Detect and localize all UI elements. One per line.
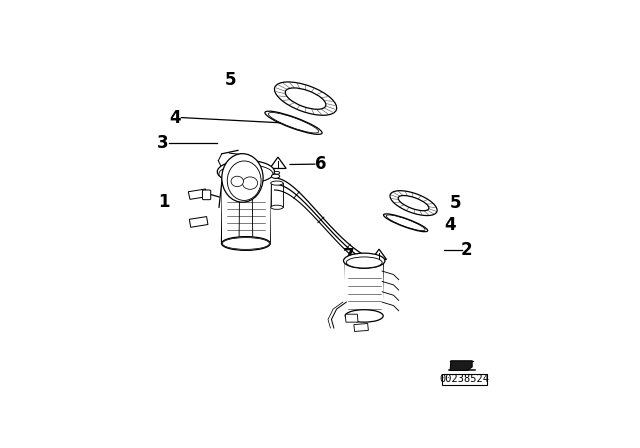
Ellipse shape <box>271 205 283 209</box>
Text: 7: 7 <box>343 246 355 265</box>
Text: 4: 4 <box>170 108 181 127</box>
Ellipse shape <box>274 172 280 174</box>
Ellipse shape <box>345 310 383 322</box>
Ellipse shape <box>285 88 326 109</box>
Ellipse shape <box>231 176 243 186</box>
Text: 2: 2 <box>460 241 472 258</box>
Ellipse shape <box>227 161 261 200</box>
Ellipse shape <box>221 237 270 250</box>
Ellipse shape <box>390 191 437 215</box>
Polygon shape <box>372 249 387 259</box>
Polygon shape <box>189 216 208 227</box>
Ellipse shape <box>219 165 273 183</box>
FancyBboxPatch shape <box>202 190 211 200</box>
Polygon shape <box>345 314 358 322</box>
Ellipse shape <box>271 181 283 185</box>
Ellipse shape <box>346 257 382 268</box>
Ellipse shape <box>271 174 280 178</box>
Text: 3: 3 <box>157 134 168 152</box>
Bar <box>221 174 270 244</box>
Ellipse shape <box>222 154 263 202</box>
Ellipse shape <box>275 82 337 115</box>
Text: 4: 4 <box>445 215 456 233</box>
Polygon shape <box>270 157 286 168</box>
Ellipse shape <box>218 160 275 183</box>
Text: 1: 1 <box>158 193 170 211</box>
Bar <box>345 264 383 316</box>
Polygon shape <box>354 323 369 332</box>
Text: 6: 6 <box>315 155 326 173</box>
Ellipse shape <box>243 177 258 190</box>
Ellipse shape <box>398 195 429 211</box>
Polygon shape <box>450 361 472 370</box>
Text: 5: 5 <box>450 194 461 212</box>
Ellipse shape <box>344 253 385 268</box>
Text: 00238524: 00238524 <box>439 375 489 384</box>
Bar <box>442 374 486 385</box>
Text: 5: 5 <box>225 71 236 89</box>
Polygon shape <box>188 189 207 199</box>
